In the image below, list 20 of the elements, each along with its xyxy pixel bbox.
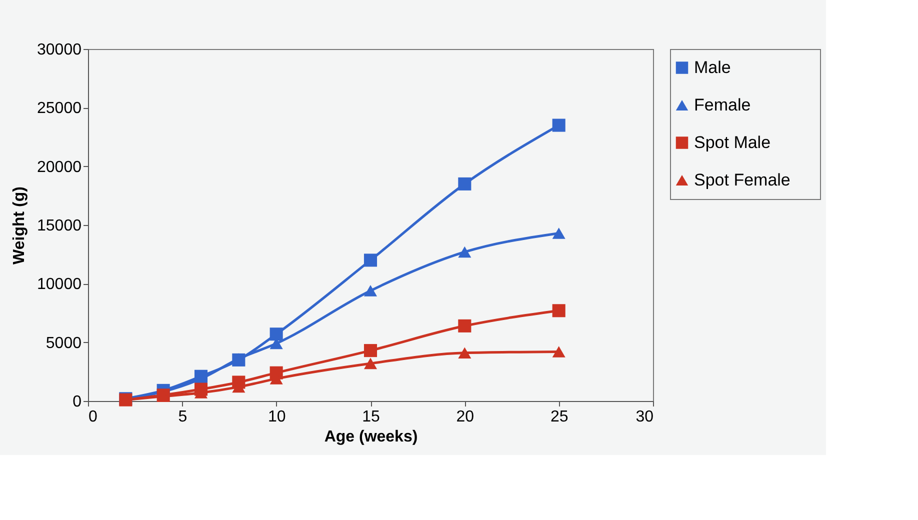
y-tick-label: 5000 bbox=[46, 334, 82, 352]
legend-label: Spot Male bbox=[694, 132, 771, 152]
y-tick-label: 30000 bbox=[37, 42, 82, 58]
y-tick-label: 25000 bbox=[37, 100, 82, 118]
y-tick-label: 10000 bbox=[37, 276, 82, 294]
legend-label: Male bbox=[694, 58, 731, 77]
x-tick-label: 15 bbox=[362, 408, 380, 426]
y-tick-label: 15000 bbox=[37, 218, 82, 234]
x-tick-label: 25 bbox=[550, 408, 568, 426]
y-axis-title: Weight (g) bbox=[11, 186, 28, 264]
x-tick-label: 5 bbox=[178, 408, 188, 426]
legend-label: Spot Female bbox=[694, 170, 790, 190]
x-tick-label: 20 bbox=[456, 408, 474, 426]
legend-label: Female bbox=[694, 95, 751, 114]
y-tick-label: 0 bbox=[72, 394, 82, 410]
x-axis-title: Age (weeks) bbox=[324, 428, 418, 446]
x-tick-label: 0 bbox=[88, 408, 98, 426]
y-tick-label: 20000 bbox=[37, 158, 82, 176]
x-tick-label: 10 bbox=[268, 408, 286, 426]
x-tick-label: 30 bbox=[636, 408, 654, 426]
